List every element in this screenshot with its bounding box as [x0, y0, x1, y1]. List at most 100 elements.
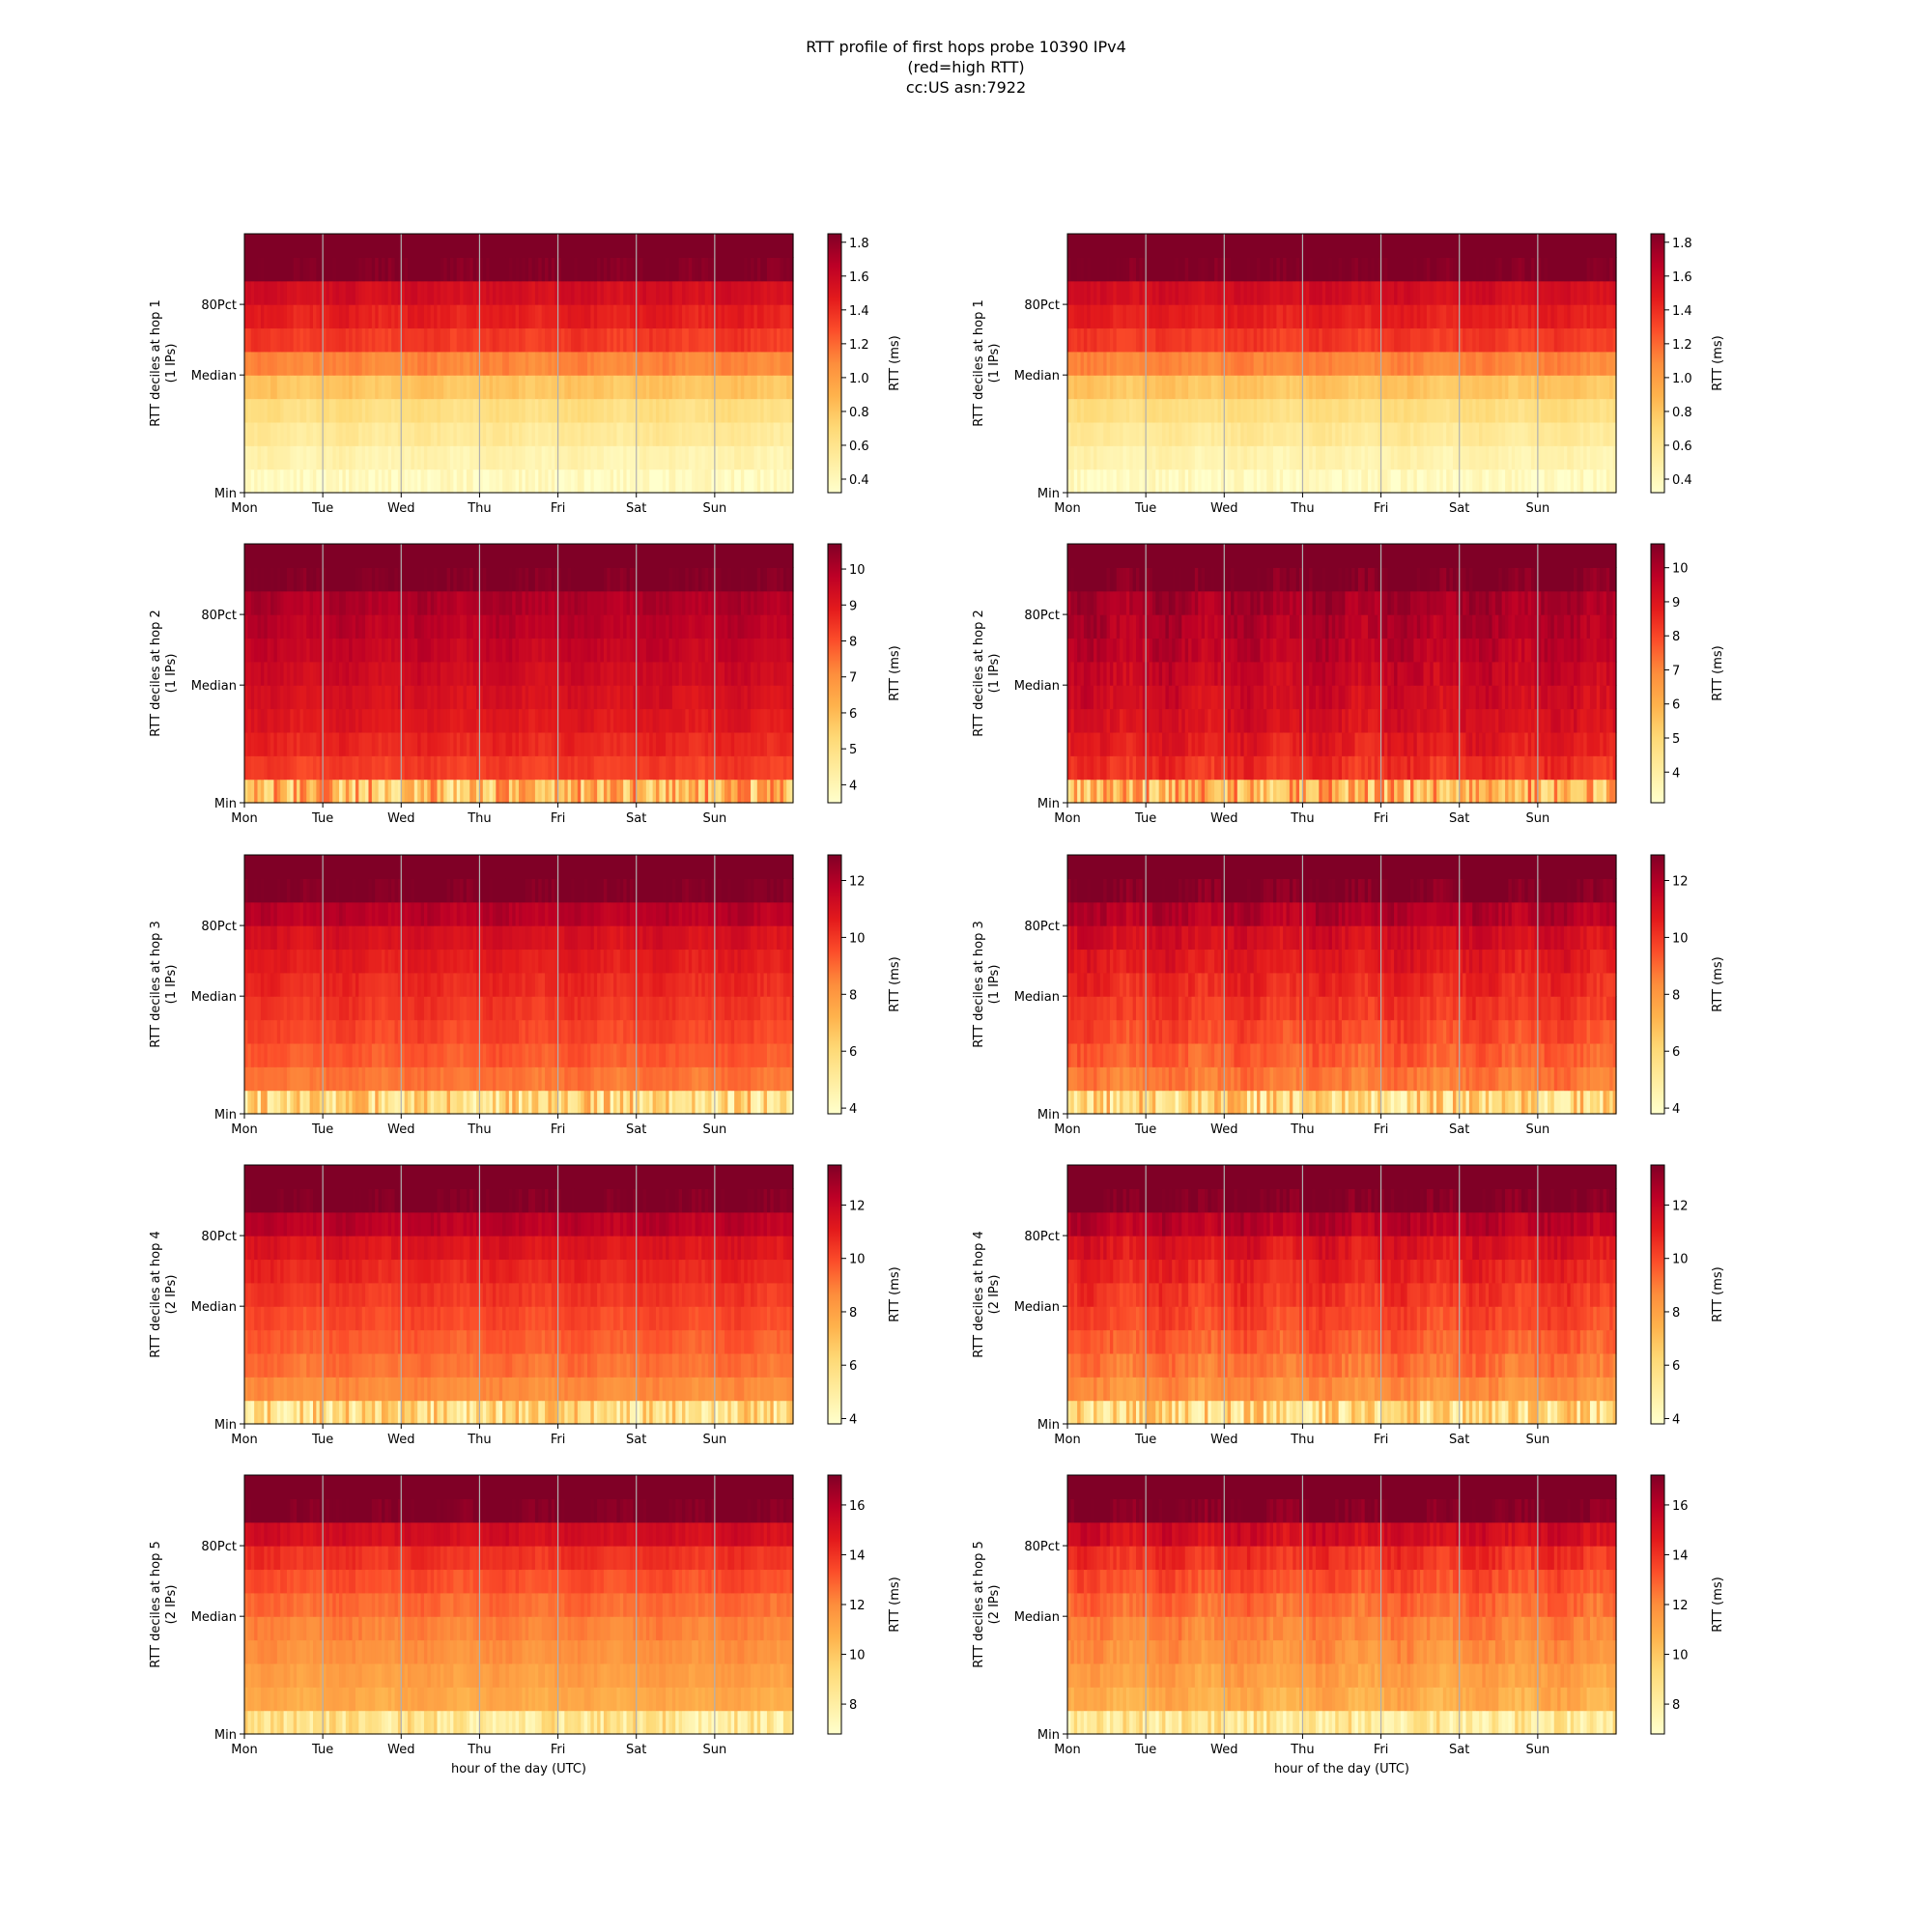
heatmap-cell: [535, 614, 539, 639]
heatmap-cell: [672, 445, 676, 469]
heatmap-cell: [499, 662, 503, 686]
heatmap-cell: [535, 399, 539, 423]
heatmap-cell: [467, 685, 470, 709]
heatmap-cell: [568, 685, 572, 709]
heatmap-cell: [1185, 445, 1189, 469]
heatmap-cell: [329, 469, 333, 494]
heatmap-cell: [431, 399, 435, 423]
heatmap-cell: [568, 234, 572, 258]
heatmap-cell: [294, 327, 298, 352]
heatmap-cell: [1185, 352, 1189, 376]
heatmap-cell: [1084, 445, 1088, 469]
heatmap-cell: [261, 352, 265, 376]
heatmap-cell: [431, 755, 435, 780]
heatmap-cell: [1358, 352, 1362, 376]
heatmap-cell: [499, 638, 503, 662]
heatmap-cell: [329, 327, 333, 352]
heatmap-cell: [1322, 234, 1326, 258]
heatmap-cell: [1358, 469, 1362, 494]
heatmap-cell: [741, 257, 745, 281]
heatmap-cell: [1564, 281, 1568, 305]
heatmap-cell: [568, 732, 572, 756]
heatmap-cell: [499, 732, 503, 756]
heatmap-cell: [568, 469, 572, 494]
heatmap-cell: [1084, 257, 1088, 281]
heatmap-cell: [467, 399, 470, 423]
heatmap-cell: [499, 591, 503, 615]
heatmap-cell: [1117, 234, 1121, 258]
heatmap-cell: [535, 662, 539, 686]
heatmap-cell: [1117, 399, 1121, 423]
heatmap-cell: [1117, 352, 1121, 376]
heatmap-cell: [362, 685, 366, 709]
heatmap-cell: [568, 445, 572, 469]
colorbar-tick-label: 1.6: [849, 270, 869, 285]
heatmap-cell: [568, 591, 572, 615]
heatmap-cell: [741, 445, 745, 469]
heatmap-cell: [261, 685, 265, 709]
heatmap-cell: [362, 567, 366, 591]
heatmap-cell: [1254, 422, 1258, 446]
heatmap-cell: [604, 281, 608, 305]
heatmap-cell: [535, 304, 539, 328]
heatmap-cell: [741, 375, 745, 399]
heatmap-cell: [261, 445, 265, 469]
heatmap-cell: [294, 352, 298, 376]
heatmap-cell: [261, 304, 265, 328]
heatmap-cell: [672, 327, 676, 352]
heatmap-cell: [1495, 281, 1499, 305]
heatmap-cell: [431, 257, 435, 281]
colorbar-tick-label: 1.2: [1672, 338, 1692, 353]
heatmap-cell: [1564, 445, 1568, 469]
heatmap-cell: [329, 567, 333, 591]
heatmap-cell: [1427, 304, 1431, 328]
heatmap-cell: [261, 234, 265, 258]
heatmap-cell: [604, 422, 608, 446]
heatmap-cell: [1597, 399, 1601, 423]
heatmap-cell: [431, 662, 435, 686]
heatmap-cell: [467, 281, 470, 305]
heatmap-cell: [499, 544, 503, 568]
heatmap-cell: [568, 755, 572, 780]
heatmap-cell: [535, 327, 539, 352]
heatmap-cell: [1185, 375, 1189, 399]
heatmap-cell: [1322, 257, 1326, 281]
heatmap-cell: [1152, 304, 1156, 328]
heatmap-cell: [568, 375, 572, 399]
heatmap-cell: [362, 304, 366, 328]
heatmap-cell: [329, 352, 333, 376]
heatmap-cell: [261, 755, 265, 780]
heatmap-cell: [604, 327, 608, 352]
heatmap-cell: [1254, 257, 1258, 281]
heatmap-cell: [1358, 327, 1362, 352]
heatmap-cell: [1322, 352, 1326, 376]
heatmap-cell: [604, 469, 608, 494]
heatmap-cell: [467, 662, 470, 686]
heatmap-cell: [1495, 304, 1499, 328]
heatmap-cell: [1152, 399, 1156, 423]
heatmap-cell: [329, 709, 333, 733]
heatmap-cell: [1564, 234, 1568, 258]
heatmap-cell: [1391, 445, 1395, 469]
heatmap-cell: [1597, 469, 1601, 494]
heatmap-cell: [672, 352, 676, 376]
heatmap-cell: [1528, 327, 1532, 352]
heatmap-cell: [1528, 399, 1532, 423]
heatmap-cell: [604, 257, 608, 281]
heatmap-cell: [705, 352, 709, 376]
heatmap-cell: [362, 469, 366, 494]
heatmap-cell: [1564, 422, 1568, 446]
heatmap-cell: [1597, 422, 1601, 446]
x-tick-label: Sun: [702, 501, 726, 516]
heatmap-cell: [294, 732, 298, 756]
x-tick-label: Tue: [311, 501, 333, 516]
heatmap-cell: [362, 375, 366, 399]
x-tick-label: Wed: [387, 501, 414, 516]
heatmap-cell: [672, 234, 676, 258]
colorbar-label: RTT (ms): [888, 335, 902, 390]
heatmap-cell: [774, 469, 778, 494]
heatmap-cell: [568, 352, 572, 376]
heatmap-cell: [499, 567, 503, 591]
heatmap-cell: [294, 399, 298, 423]
